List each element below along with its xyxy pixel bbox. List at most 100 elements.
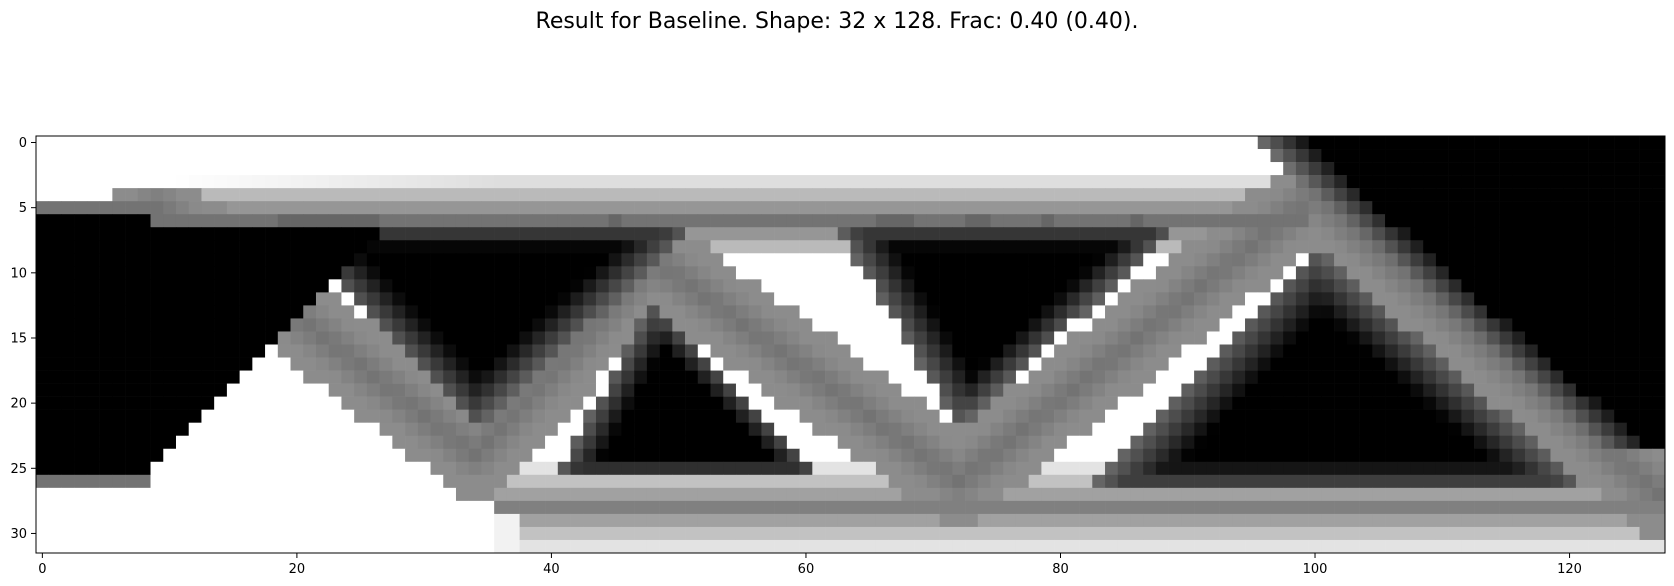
- heatmap-cell: [875, 136, 889, 150]
- heatmap-cell: [1614, 136, 1628, 150]
- heatmap-cell: [99, 370, 113, 384]
- heatmap-cell: [850, 539, 864, 554]
- heatmap-cell: [1423, 383, 1437, 397]
- heatmap-cell: [494, 513, 508, 528]
- heatmap-cell: [417, 214, 431, 228]
- heatmap-cell: [405, 305, 419, 319]
- heatmap-cell: [1257, 188, 1271, 202]
- heatmap-cell: [1168, 396, 1182, 410]
- heatmap-cell: [672, 370, 686, 384]
- heatmap-cell: [761, 331, 775, 345]
- heatmap-cell: [761, 513, 775, 528]
- heatmap-cell: [1003, 188, 1017, 202]
- heatmap-cell: [1295, 422, 1309, 437]
- heatmap-cell: [825, 292, 839, 306]
- heatmap-cell: [672, 539, 686, 554]
- heatmap-cell: [1537, 305, 1551, 319]
- heatmap-cell: [901, 435, 915, 450]
- heatmap-cell: [150, 383, 164, 397]
- heatmap-cell: [443, 526, 457, 541]
- heatmap-cell: [506, 175, 520, 189]
- heatmap-cell: [570, 500, 584, 515]
- heatmap-cell: [1155, 422, 1169, 437]
- heatmap-cell: [761, 461, 775, 476]
- heatmap-cell: [799, 513, 813, 528]
- heatmap-cell: [1372, 188, 1386, 202]
- heatmap-cell: [1219, 539, 1233, 554]
- heatmap-cell: [1270, 435, 1284, 450]
- heatmap-cell: [430, 201, 444, 215]
- heatmap-cell: [926, 149, 940, 163]
- heatmap-cell: [443, 383, 457, 397]
- heatmap-cell: [1423, 240, 1437, 254]
- heatmap-cell: [1626, 383, 1640, 397]
- heatmap-cell: [952, 214, 966, 228]
- heatmap-cell: [379, 357, 393, 371]
- y-tick-label: 5: [19, 201, 27, 216]
- heatmap-cell: [621, 370, 635, 384]
- heatmap-cell: [774, 461, 788, 476]
- heatmap-cell: [1015, 201, 1029, 215]
- heatmap-cell: [1066, 409, 1080, 423]
- heatmap-cell: [799, 240, 813, 254]
- heatmap-cell: [417, 162, 431, 176]
- heatmap-cell: [1512, 461, 1526, 476]
- heatmap-cell: [977, 383, 991, 397]
- heatmap-cell: [1219, 422, 1233, 437]
- heatmap-cell: [837, 188, 851, 202]
- heatmap-cell: [672, 422, 686, 437]
- heatmap-cell: [952, 461, 966, 476]
- heatmap-cell: [430, 305, 444, 319]
- heatmap-cell: [1334, 136, 1348, 150]
- heatmap-cell: [341, 461, 355, 476]
- heatmap-cell: [710, 370, 724, 384]
- heatmap-cell: [201, 175, 215, 189]
- heatmap-cell: [672, 292, 686, 306]
- heatmap-cell: [1283, 149, 1297, 163]
- heatmap-cell: [685, 331, 699, 345]
- heatmap-cell: [786, 214, 800, 228]
- heatmap-cell: [36, 136, 50, 150]
- heatmap-cell: [265, 279, 279, 293]
- heatmap-cell: [1168, 253, 1182, 267]
- heatmap-cell: [354, 500, 368, 515]
- heatmap-cell: [1308, 253, 1322, 267]
- heatmap-cell: [710, 188, 724, 202]
- heatmap-cell: [570, 188, 584, 202]
- heatmap-cell: [595, 487, 609, 502]
- heatmap-cell: [570, 266, 584, 280]
- heatmap-cell: [1066, 539, 1080, 554]
- heatmap-cell: [392, 175, 406, 189]
- heatmap-cell: [1117, 448, 1131, 463]
- heatmap-cell: [825, 331, 839, 345]
- heatmap-cell: [685, 292, 699, 306]
- heatmap-cell: [1423, 344, 1437, 358]
- heatmap-cell: [417, 266, 431, 280]
- heatmap-cell: [290, 396, 304, 410]
- heatmap-cell: [1257, 240, 1271, 254]
- heatmap-cell: [1194, 305, 1208, 319]
- heatmap-cell: [1537, 500, 1551, 515]
- heatmap-cell: [303, 513, 317, 528]
- heatmap-cell: [1601, 266, 1615, 280]
- heatmap-cell: [545, 292, 559, 306]
- heatmap-cell: [608, 383, 622, 397]
- heatmap-cell: [1385, 149, 1399, 163]
- heatmap-cell: [277, 474, 291, 489]
- heatmap-cell: [1041, 214, 1055, 228]
- heatmap-cell: [875, 279, 889, 293]
- heatmap-cell: [1410, 162, 1424, 176]
- heatmap-cell: [557, 175, 571, 189]
- heatmap-cell: [875, 448, 889, 463]
- heatmap-cell: [519, 214, 533, 228]
- heatmap-cell: [685, 487, 699, 502]
- heatmap-cell: [1448, 240, 1462, 254]
- heatmap-cell: [1321, 513, 1335, 528]
- heatmap-cell: [417, 513, 431, 528]
- heatmap-cell: [837, 253, 851, 267]
- heatmap-cell: [901, 175, 915, 189]
- heatmap-cell: [125, 188, 139, 202]
- heatmap-cell: [354, 253, 368, 267]
- heatmap-cell: [1295, 513, 1309, 528]
- heatmap-cell: [1410, 214, 1424, 228]
